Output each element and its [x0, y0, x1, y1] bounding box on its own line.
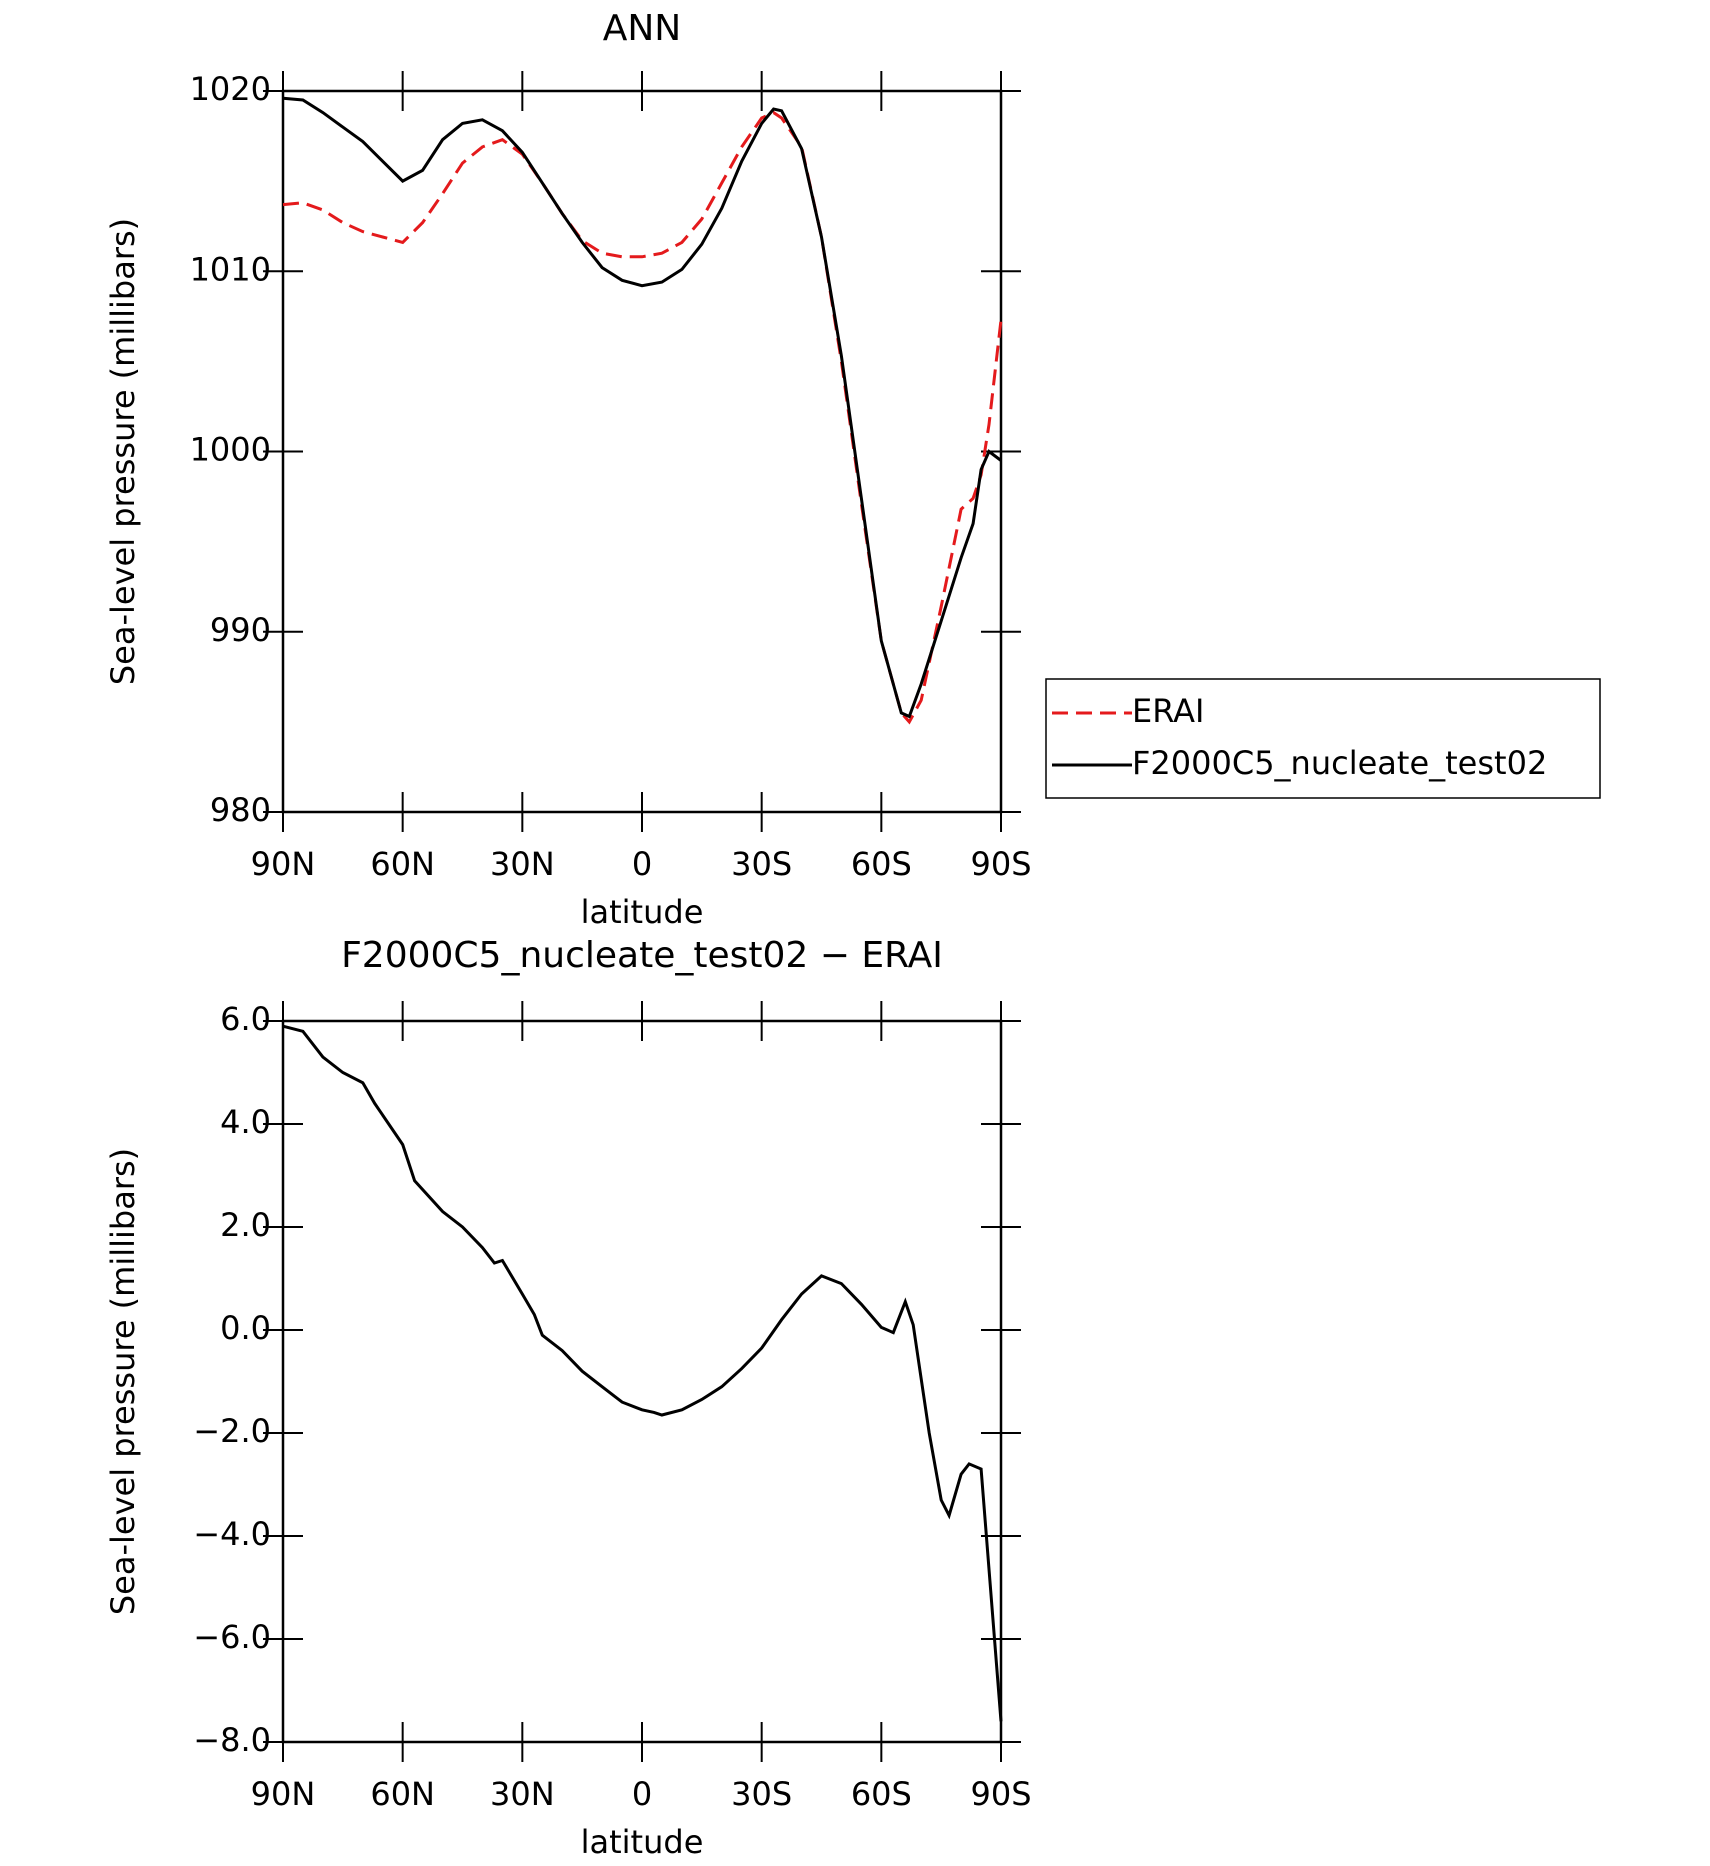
x-tick-label: 30S: [731, 1775, 792, 1813]
x-axis-label: latitude: [581, 1823, 704, 1861]
y-tick-label: −4.0: [193, 1515, 271, 1553]
y-tick-label: −2.0: [193, 1412, 271, 1450]
y-axis-label: Sea-level pressure (millibars): [104, 1148, 142, 1615]
legend-label: ERAI: [1132, 692, 1204, 730]
legend-label: F2000C5_nucleate_test02: [1132, 744, 1547, 782]
y-axis-label: Sea-level pressure (millibars): [104, 218, 142, 685]
y-tick-label: 1010: [190, 250, 271, 288]
y-tick-label: −8.0: [193, 1721, 271, 1759]
y-tick-label: 1020: [190, 70, 271, 108]
y-tick-label: 6.0: [220, 1000, 271, 1038]
chart-title: ANN: [603, 8, 682, 49]
x-tick-label: 60S: [851, 1775, 912, 1813]
plot-frame: [281, 89, 1003, 814]
x-tick-label: 60N: [370, 1775, 435, 1813]
x-tick-label: 60N: [370, 845, 435, 883]
series-line: [282, 110, 1003, 725]
series-line: [282, 96, 1002, 719]
y-tick-label: 990: [210, 611, 271, 649]
x-tick-label: 90N: [251, 1775, 316, 1813]
x-tick-label: 90S: [970, 1775, 1031, 1813]
x-tick-label: 90N: [251, 845, 316, 883]
legend-box: [1045, 678, 1601, 799]
chart-title: F2000C5_nucleate_test02 − ERAI: [341, 935, 943, 976]
series-line: [282, 1024, 1003, 1722]
x-tick-label: 60S: [851, 845, 912, 883]
x-tick-label: 90S: [970, 845, 1031, 883]
y-tick-label: 4.0: [220, 1103, 271, 1141]
x-tick-label: 30N: [490, 1775, 555, 1813]
y-tick-label: 2.0: [220, 1206, 271, 1244]
x-tick-label: 30S: [731, 845, 792, 883]
x-tick-label: 0: [632, 1775, 652, 1813]
y-tick-label: 980: [210, 791, 271, 829]
y-tick-label: 1000: [190, 431, 271, 469]
y-tick-label: 0.0: [220, 1309, 271, 1347]
y-tick-label: −6.0: [193, 1618, 271, 1656]
x-tick-label: 0: [632, 845, 652, 883]
x-tick-label: 30N: [490, 845, 555, 883]
x-axis-label: latitude: [581, 893, 704, 931]
plot-frame: [281, 1019, 1003, 1744]
